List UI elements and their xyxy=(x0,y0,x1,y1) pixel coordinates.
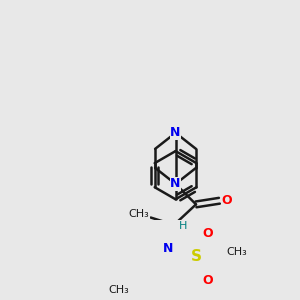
Text: CH₃: CH₃ xyxy=(108,285,129,295)
Text: CH₃: CH₃ xyxy=(226,247,247,257)
Text: N: N xyxy=(163,242,173,255)
Text: O: O xyxy=(202,227,213,240)
Text: CH₃: CH₃ xyxy=(129,209,149,219)
Text: N: N xyxy=(170,177,181,190)
Text: H: H xyxy=(179,221,187,231)
Text: N: N xyxy=(170,126,181,139)
Text: O: O xyxy=(221,194,232,207)
Text: S: S xyxy=(190,250,202,265)
Text: O: O xyxy=(202,274,213,287)
